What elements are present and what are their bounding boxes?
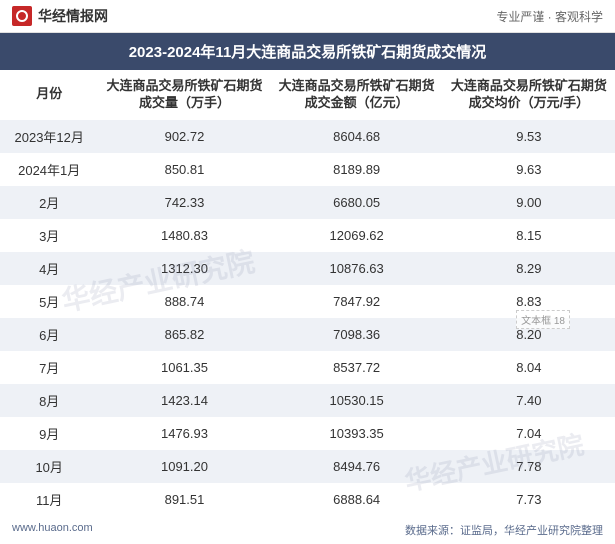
cell-month: 2023年12月 xyxy=(0,120,98,153)
cell-volume: 1061.35 xyxy=(98,351,270,384)
cell-month: 4月 xyxy=(0,252,98,285)
textbox-label: 文本框 18 xyxy=(516,310,570,329)
cell-avg: 7.78 xyxy=(443,450,615,483)
cell-volume: 865.82 xyxy=(98,318,270,351)
col-header-avg: 大连商品交易所铁矿石期货成交均价（万元/手） xyxy=(443,70,615,120)
cell-volume: 850.81 xyxy=(98,153,270,186)
cell-volume: 1480.83 xyxy=(98,219,270,252)
data-table-wrap: 月份 大连商品交易所铁矿石期货成交量（万手） 大连商品交易所铁矿石期货成交金额（… xyxy=(0,70,615,516)
cell-volume: 1312.30 xyxy=(98,252,270,285)
cell-avg: 8.29 xyxy=(443,252,615,285)
cell-month: 8月 xyxy=(0,384,98,417)
cell-month: 2月 xyxy=(0,186,98,219)
cell-volume: 1476.93 xyxy=(98,417,270,450)
cell-volume: 888.74 xyxy=(98,285,270,318)
cell-volume: 1423.14 xyxy=(98,384,270,417)
cell-amount: 8494.76 xyxy=(271,450,443,483)
table-row: 8月1423.1410530.157.40 xyxy=(0,384,615,417)
cell-amount: 10393.35 xyxy=(271,417,443,450)
table-row: 10月1091.208494.767.78 xyxy=(0,450,615,483)
col-header-month: 月份 xyxy=(0,70,98,120)
cell-month: 2024年1月 xyxy=(0,153,98,186)
logo-text: 华经情报网 xyxy=(38,6,108,26)
table-row: 9月1476.9310393.357.04 xyxy=(0,417,615,450)
cell-avg: 9.63 xyxy=(443,153,615,186)
cell-avg: 8.15 xyxy=(443,219,615,252)
cell-volume: 902.72 xyxy=(98,120,270,153)
cell-amount: 8189.89 xyxy=(271,153,443,186)
table-header-row: 月份 大连商品交易所铁矿石期货成交量（万手） 大连商品交易所铁矿石期货成交金额（… xyxy=(0,70,615,120)
cell-volume: 891.51 xyxy=(98,483,270,516)
cell-amount: 10530.15 xyxy=(271,384,443,417)
cell-month: 7月 xyxy=(0,351,98,384)
cell-month: 9月 xyxy=(0,417,98,450)
cell-month: 6月 xyxy=(0,318,98,351)
table-title: 2023-2024年11月大连商品交易所铁矿石期货成交情况 xyxy=(0,33,615,70)
table-row: 2023年12月902.728604.689.53 xyxy=(0,120,615,153)
cell-avg: 7.73 xyxy=(443,483,615,516)
cell-amount: 7098.36 xyxy=(271,318,443,351)
cell-amount: 6680.05 xyxy=(271,186,443,219)
cell-amount: 7847.92 xyxy=(271,285,443,318)
cell-amount: 6888.64 xyxy=(271,483,443,516)
footer-source: 数据来源：证监局，华经产业研究院整理 xyxy=(405,522,603,538)
cell-month: 11月 xyxy=(0,483,98,516)
table-row: 11月891.516888.647.73 xyxy=(0,483,615,516)
table-row: 7月1061.358537.728.04 xyxy=(0,351,615,384)
table-row: 2024年1月850.818189.899.63 xyxy=(0,153,615,186)
cell-avg: 9.53 xyxy=(443,120,615,153)
cell-avg: 7.40 xyxy=(443,384,615,417)
cell-month: 3月 xyxy=(0,219,98,252)
cell-amount: 12069.62 xyxy=(271,219,443,252)
footer-site: www.huaon.com xyxy=(12,522,93,538)
cell-month: 5月 xyxy=(0,285,98,318)
table-row: 4月1312.3010876.638.29 xyxy=(0,252,615,285)
cell-amount: 8537.72 xyxy=(271,351,443,384)
header-tagline: 专业严谨 · 客观科学 xyxy=(496,8,603,25)
cell-amount: 10876.63 xyxy=(271,252,443,285)
cell-amount: 8604.68 xyxy=(271,120,443,153)
data-table: 月份 大连商品交易所铁矿石期货成交量（万手） 大连商品交易所铁矿石期货成交金额（… xyxy=(0,70,615,516)
page-header: 华经情报网 专业严谨 · 客观科学 xyxy=(0,0,615,33)
cell-volume: 742.33 xyxy=(98,186,270,219)
col-header-amount: 大连商品交易所铁矿石期货成交金额（亿元） xyxy=(271,70,443,120)
col-header-volume: 大连商品交易所铁矿石期货成交量（万手） xyxy=(98,70,270,120)
cell-avg: 8.04 xyxy=(443,351,615,384)
logo-area: 华经情报网 xyxy=(12,6,108,26)
cell-avg: 7.04 xyxy=(443,417,615,450)
logo-icon xyxy=(12,6,32,26)
cell-avg: 9.00 xyxy=(443,186,615,219)
table-row: 3月1480.8312069.628.15 xyxy=(0,219,615,252)
cell-volume: 1091.20 xyxy=(98,450,270,483)
table-row: 2月742.336680.059.00 xyxy=(0,186,615,219)
cell-month: 10月 xyxy=(0,450,98,483)
